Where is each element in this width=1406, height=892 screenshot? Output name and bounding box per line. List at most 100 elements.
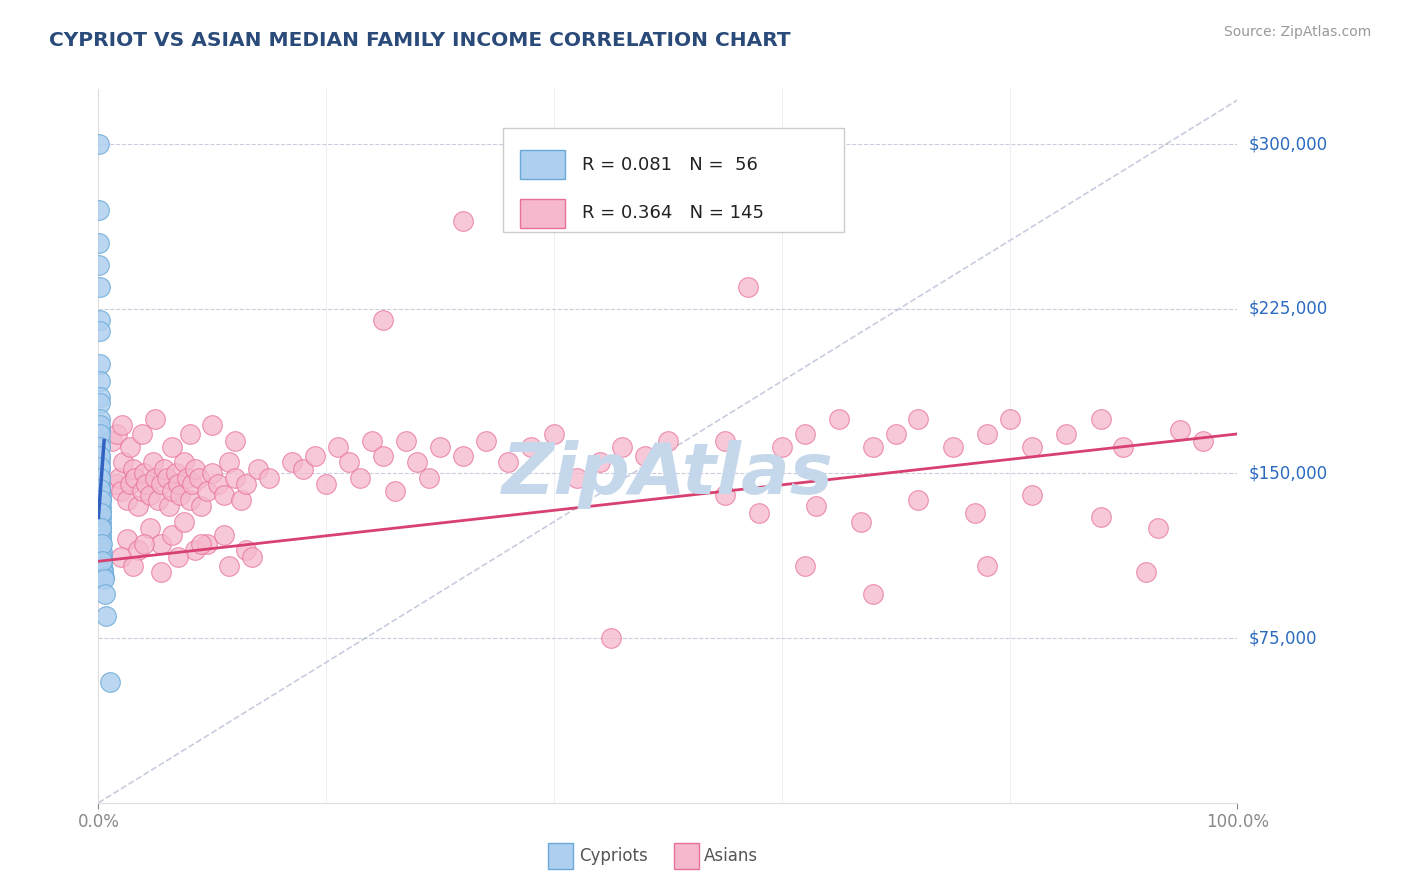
FancyBboxPatch shape [503, 128, 845, 232]
Bar [520, 150, 565, 179]
Point [112, 455, 135, 469]
Point [162, 483, 184, 498]
Point [108, 471, 131, 485]
Point [90, 492, 112, 507]
Point [600, 186, 623, 200]
Point [110, 549, 132, 564]
Point [770, 440, 793, 454]
Point [326, 440, 349, 454]
Point [180, 477, 202, 491]
Point [418, 471, 440, 485]
Point [89, 390, 111, 404]
Point [104, 477, 127, 491]
Point [173, 515, 195, 529]
Point [543, 426, 565, 441]
Point [131, 426, 153, 441]
Text: ZipAtlas: ZipAtlas [502, 440, 834, 509]
Point [1056, 426, 1078, 441]
Point [138, 521, 160, 535]
Point [89, 396, 111, 410]
Point [588, 455, 610, 469]
Point [89, 459, 111, 474]
Point [89, 357, 111, 371]
Point [89, 312, 111, 326]
Point [259, 471, 281, 485]
Point [145, 411, 167, 425]
Text: CYPRIOT VS ASIAN MEDIAN FAMILY INCOME CORRELATION CHART: CYPRIOT VS ASIAN MEDIAN FAMILY INCOME CO… [49, 31, 790, 50]
Point [89, 235, 111, 250]
Point [96, 609, 118, 624]
Point [91, 563, 114, 577]
Point [127, 500, 149, 514]
Point [101, 434, 124, 448]
Point [89, 374, 111, 388]
Point [90, 492, 112, 507]
Point [127, 543, 149, 558]
Point [89, 411, 111, 425]
Point [1135, 566, 1157, 580]
Point [998, 411, 1021, 425]
Point [89, 471, 111, 485]
Text: Asians: Asians [704, 847, 758, 865]
Point [150, 566, 173, 580]
Point [184, 462, 207, 476]
Point [976, 426, 998, 441]
Point [90, 545, 112, 559]
Point [89, 482, 111, 496]
Point [793, 426, 815, 441]
Point [229, 492, 252, 507]
Point [737, 280, 759, 294]
Point [1146, 521, 1168, 535]
Point [89, 434, 111, 448]
Point [90, 515, 112, 529]
Point [179, 426, 201, 441]
Point [1021, 488, 1043, 502]
Point [87, 137, 110, 152]
Point [240, 549, 263, 564]
Point [89, 482, 111, 496]
Point [360, 434, 382, 448]
Point [371, 312, 394, 326]
Point [976, 558, 998, 573]
Point [224, 434, 246, 448]
Text: Source: ZipAtlas.com: Source: ZipAtlas.com [1223, 25, 1371, 39]
Point [89, 440, 111, 454]
Point [90, 537, 112, 551]
Point [93, 572, 115, 586]
Point [1192, 434, 1215, 448]
Point [714, 488, 737, 502]
Point [110, 483, 132, 498]
Point [91, 554, 114, 568]
Point [89, 471, 111, 485]
Point [195, 483, 218, 498]
Point [212, 528, 235, 542]
Point [907, 411, 929, 425]
Point [131, 483, 153, 498]
Point [90, 488, 112, 502]
Point [804, 500, 827, 514]
Point [90, 510, 112, 524]
Text: $75,000: $75,000 [1249, 629, 1317, 647]
Point [201, 418, 224, 433]
Point [115, 533, 138, 547]
Point [304, 449, 326, 463]
Point [91, 558, 114, 573]
Point [90, 500, 112, 514]
Point [142, 455, 165, 469]
Point [179, 492, 201, 507]
Point [565, 471, 588, 485]
Point [315, 477, 337, 491]
Point [165, 467, 187, 481]
Bar [673, 844, 699, 869]
Point [89, 455, 111, 469]
Point [907, 492, 929, 507]
Point [657, 434, 679, 448]
Point [90, 537, 112, 551]
Text: R = 0.364   N = 145: R = 0.364 N = 145 [582, 204, 765, 222]
Point [89, 324, 111, 338]
Point [395, 434, 418, 448]
Point [371, 449, 394, 463]
Text: $150,000: $150,000 [1249, 465, 1327, 483]
Point [384, 483, 406, 498]
Point [406, 455, 429, 469]
